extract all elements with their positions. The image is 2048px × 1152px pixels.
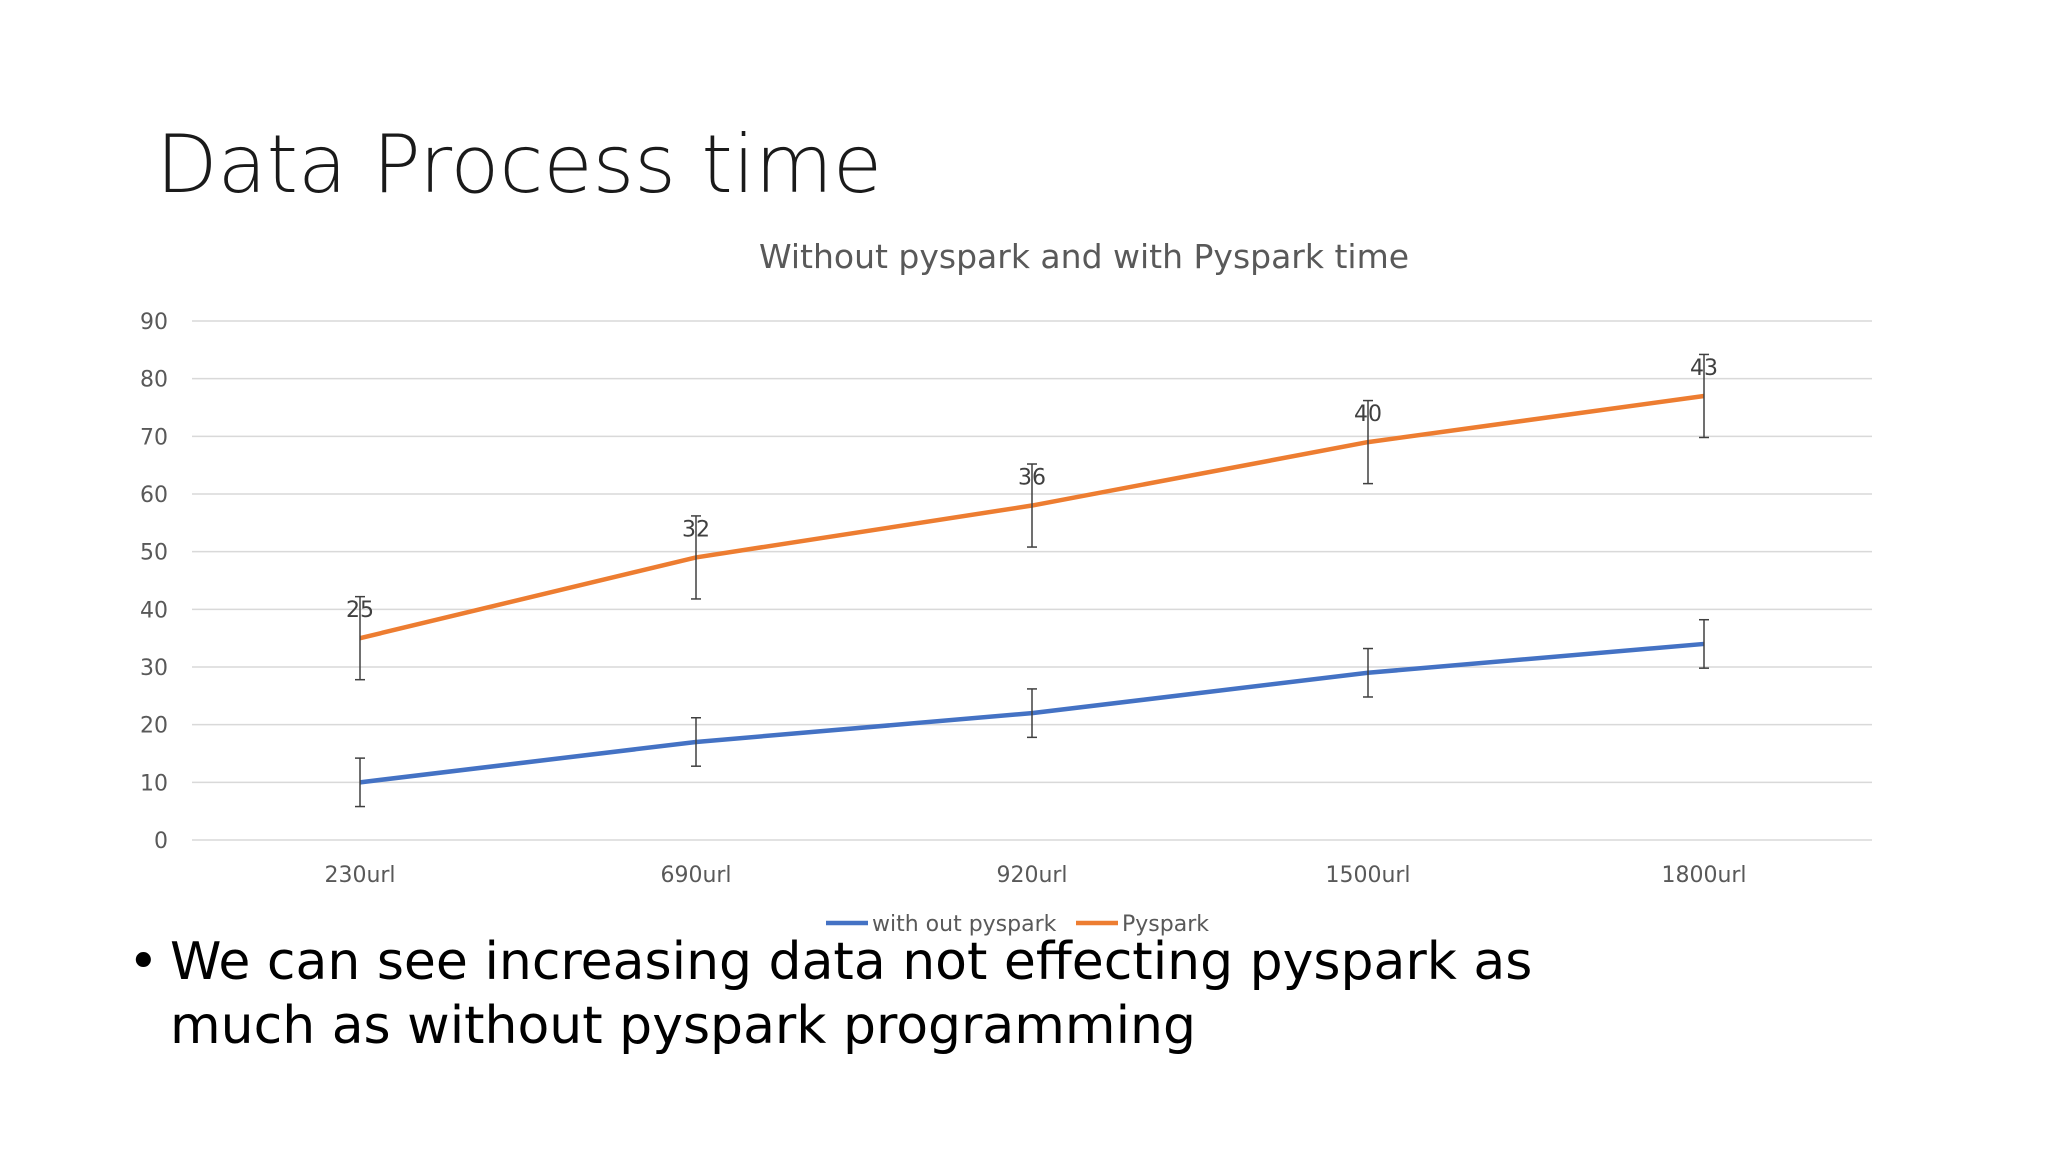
bullet-marker: • [128, 932, 159, 992]
y-tick-label: 50 [140, 541, 168, 566]
legend-label-0: with out pyspark [872, 912, 1057, 937]
y-tick-label: 70 [140, 425, 168, 450]
bullet-text: We can see increasing data not effecting… [170, 932, 1533, 1056]
chart-title: Without pyspark and with Pyspark time [759, 237, 1409, 276]
y-tick-label: 90 [140, 310, 168, 335]
y-tick-label: 10 [140, 771, 168, 796]
legend-label-1: Pyspark [1122, 912, 1209, 937]
x-tick-label: 1800url [1661, 863, 1746, 888]
data-label: 36 [1018, 466, 1046, 491]
y-tick-label: 20 [140, 714, 168, 739]
data-label: 32 [682, 517, 710, 542]
y-tick-label: 0 [154, 829, 168, 854]
slide-title: Data Process time [156, 118, 883, 211]
y-tick-label: 80 [140, 368, 168, 393]
data-label: 43 [1690, 356, 1718, 381]
x-tick-label: 230url [324, 863, 395, 888]
x-tick-label: 920url [996, 863, 1067, 888]
y-tick-label: 40 [140, 598, 168, 623]
y-tick-label: 30 [140, 656, 168, 681]
data-label: 40 [1354, 402, 1382, 427]
data-label: 25 [346, 598, 374, 623]
x-tick-label: 1500url [1325, 863, 1410, 888]
y-tick-label: 60 [140, 483, 168, 508]
x-tick-label: 690url [660, 863, 731, 888]
